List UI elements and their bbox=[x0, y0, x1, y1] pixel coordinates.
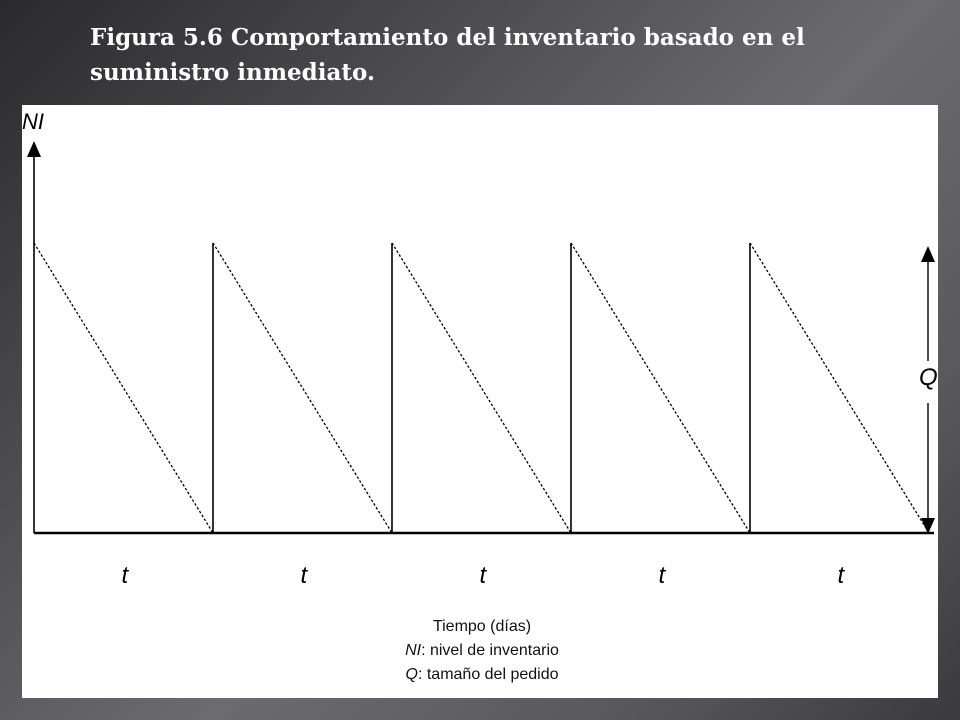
y-axis-label: NI bbox=[22, 109, 44, 134]
y-axis-arrow-icon bbox=[27, 141, 41, 157]
cycle-label-t: t bbox=[659, 562, 667, 589]
depletion-line bbox=[749, 242, 930, 534]
q-arrow-down-icon bbox=[921, 518, 935, 534]
time-axis-label: Tiempo (días) bbox=[432, 618, 532, 635]
q-arrow-up-icon bbox=[921, 246, 935, 262]
slide-title: Figura 5.6 Comportamiento del inventario… bbox=[90, 24, 805, 86]
q-dimension: Q bbox=[919, 246, 938, 534]
legend-caption: Tiempo (días) NI: nivel de inventario Q:… bbox=[372, 615, 592, 687]
inventory-diagram: NI Q t t t t t bbox=[22, 109, 938, 589]
legend-q-term: Q bbox=[405, 666, 418, 683]
q-label: Q bbox=[919, 364, 938, 391]
sawtooth-cycles bbox=[33, 242, 930, 534]
cycle-label-t: t bbox=[301, 562, 309, 589]
depletion-line bbox=[391, 242, 572, 534]
legend-ni-term: NI bbox=[405, 642, 422, 659]
depletion-line bbox=[570, 242, 751, 534]
legend-q-desc: : tamaño del pedido bbox=[417, 666, 559, 683]
legend-q: Q: tamaño del pedido bbox=[372, 663, 592, 687]
legend-ni-desc: : nivel de inventario bbox=[421, 642, 559, 659]
legend-ni: NI: nivel de inventario bbox=[372, 639, 592, 663]
cycle-label-t: t bbox=[122, 562, 130, 589]
depletion-line bbox=[33, 242, 214, 534]
cycle-label-t: t bbox=[480, 562, 488, 589]
cycle-label-t: t bbox=[838, 562, 846, 589]
depletion-line bbox=[212, 242, 393, 534]
